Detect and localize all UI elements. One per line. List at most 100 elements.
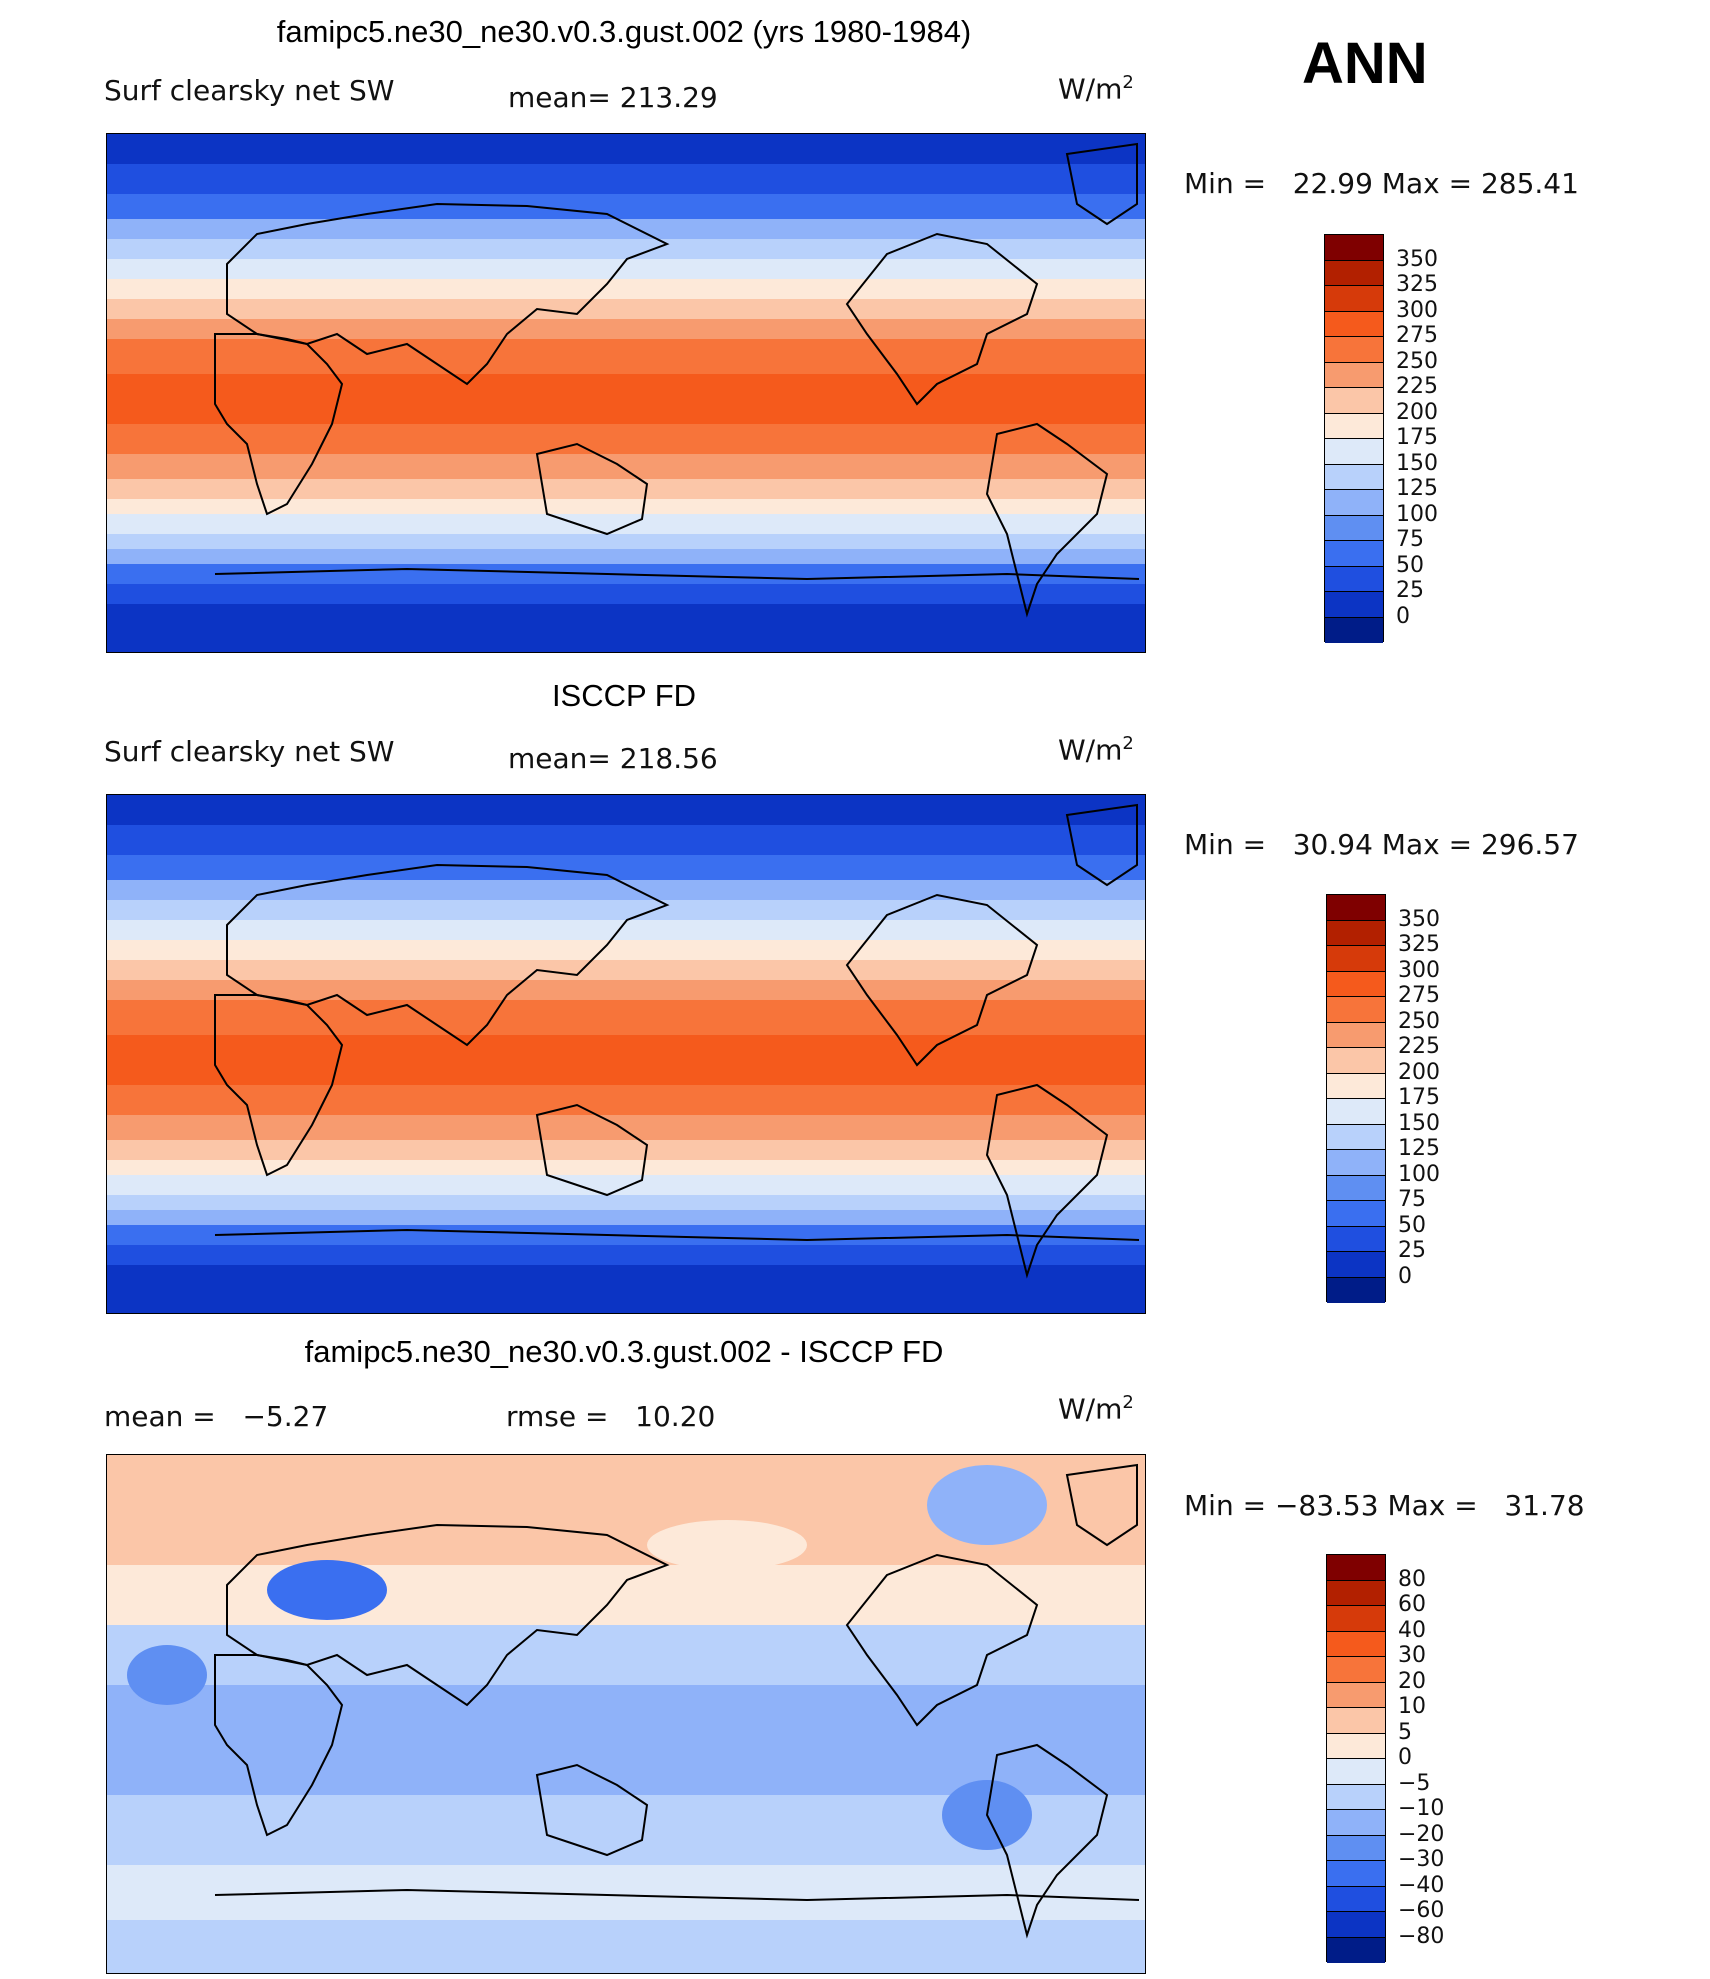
colorbar-swatch xyxy=(1327,1937,1385,1963)
colorbar-swatch xyxy=(1325,541,1383,567)
colorbar-swatch xyxy=(1325,490,1383,516)
colorbar-swatch xyxy=(1325,311,1383,337)
colorbar-swatch xyxy=(1327,1073,1385,1099)
colorbar-tick-label: 325 xyxy=(1396,272,1438,297)
panel1-variable-label: Surf clearsky net SW xyxy=(104,74,395,107)
colorbar-tick-label: 250 xyxy=(1398,1008,1440,1034)
colorbar-swatch xyxy=(1327,1835,1385,1861)
colorbar-tick-label: −60 xyxy=(1398,1898,1445,1923)
colorbar-swatch xyxy=(1325,362,1383,388)
colorbar-tick-label: 225 xyxy=(1398,1034,1440,1059)
colorbar-swatch xyxy=(1327,1226,1385,1252)
panel2-minmax: Min = 30.94 Max = 296.57 xyxy=(1184,828,1579,861)
panel3-mean-label: mean = −5.27 xyxy=(104,1400,329,1433)
colorbar-swatch xyxy=(1325,260,1383,286)
colorbar-tick-label: 0 xyxy=(1398,1263,1412,1289)
colorbar-swatch xyxy=(1327,1252,1385,1278)
colorbar-tick-label: 25 xyxy=(1398,1238,1426,1263)
panel3-colorbar xyxy=(1326,1554,1386,1963)
colorbar-swatch xyxy=(1327,1124,1385,1150)
colorbar-swatch xyxy=(1327,1277,1385,1303)
colorbar-tick-label: 225 xyxy=(1396,374,1438,399)
colorbar-tick-label: 50 xyxy=(1398,1212,1426,1238)
colorbar-tick-label: −30 xyxy=(1398,1847,1445,1872)
panel3-title: famipc5.ne30_ne30.v0.3.gust.002 - ISCCP … xyxy=(304,1334,944,1369)
colorbar-swatch xyxy=(1325,337,1383,363)
panel2-title: ISCCP FD xyxy=(551,678,697,713)
colorbar-swatch xyxy=(1327,1175,1385,1201)
colorbar-tick-label: 325 xyxy=(1398,932,1440,957)
colorbar-tick-label: 125 xyxy=(1398,1136,1440,1161)
colorbar-tick-label: 40 xyxy=(1398,1617,1426,1643)
colorbar-swatch xyxy=(1325,464,1383,490)
colorbar-tick-label: 350 xyxy=(1396,246,1438,272)
colorbar-tick-label: 275 xyxy=(1398,983,1440,1008)
colorbar-swatch xyxy=(1327,1886,1385,1912)
colorbar-tick-label: 200 xyxy=(1396,399,1438,425)
colorbar-tick-label: 175 xyxy=(1398,1085,1440,1110)
colorbar-tick-label: 75 xyxy=(1396,527,1424,552)
colorbar-swatch xyxy=(1327,1708,1385,1734)
colorbar-swatch xyxy=(1327,1733,1385,1759)
colorbar-swatch xyxy=(1327,1861,1385,1887)
panel3-units: W/m2 xyxy=(1058,1392,1134,1426)
colorbar-tick-label: −40 xyxy=(1398,1872,1445,1898)
panel3-minmax: Min = −83.53 Max = 31.78 xyxy=(1184,1489,1585,1522)
colorbar-swatch xyxy=(1327,1022,1385,1048)
panel1-minmax: Min = 22.99 Max = 285.41 xyxy=(1184,167,1579,200)
colorbar-tick-label: 20 xyxy=(1398,1668,1426,1694)
colorbar-swatch xyxy=(1327,1099,1385,1125)
colorbar-swatch xyxy=(1325,286,1383,312)
colorbar-tick-label: 200 xyxy=(1398,1059,1440,1085)
colorbar-tick-label: 50 xyxy=(1396,552,1424,578)
colorbar-tick-label: 60 xyxy=(1398,1592,1426,1617)
colorbar-tick-label: −80 xyxy=(1398,1923,1445,1949)
colorbar-swatch xyxy=(1327,997,1385,1023)
colorbar-tick-label: 150 xyxy=(1398,1110,1440,1136)
colorbar-swatch xyxy=(1327,1912,1385,1938)
colorbar-tick-label: 30 xyxy=(1398,1643,1426,1668)
colorbar-swatch xyxy=(1327,920,1385,946)
panel2-colorbar xyxy=(1326,894,1386,1303)
colorbar-swatch xyxy=(1325,388,1383,414)
panel2-mean-label: mean= 218.56 xyxy=(508,742,718,775)
colorbar-swatch xyxy=(1327,1682,1385,1708)
panel1-units: W/m2 xyxy=(1058,72,1134,106)
colorbar-swatch xyxy=(1327,895,1385,921)
colorbar-swatch xyxy=(1325,592,1383,618)
colorbar-swatch xyxy=(1327,1555,1385,1581)
panel1-colorbar xyxy=(1324,234,1384,643)
colorbar-swatch xyxy=(1327,1606,1385,1632)
colorbar-tick-label: 250 xyxy=(1396,348,1438,374)
season-label: ANN xyxy=(1302,31,1428,96)
colorbar-tick-label: 100 xyxy=(1398,1161,1440,1187)
colorbar-tick-label: −10 xyxy=(1398,1796,1445,1821)
colorbar-tick-label: 175 xyxy=(1396,425,1438,450)
colorbar-swatch xyxy=(1325,439,1383,465)
colorbar-tick-label: 350 xyxy=(1398,906,1440,932)
panel2-variable-label: Surf clearsky net SW xyxy=(104,735,395,768)
run-title: famipc5.ne30_ne30.v0.3.gust.002 (yrs 198… xyxy=(276,14,972,49)
panel1-map xyxy=(106,133,1146,653)
panel3-rmse-label: rmse = 10.20 xyxy=(506,1400,716,1433)
colorbar-swatch xyxy=(1325,235,1383,261)
colorbar-swatch xyxy=(1327,1759,1385,1785)
colorbar-swatch xyxy=(1327,1580,1385,1606)
colorbar-tick-label: 150 xyxy=(1396,450,1438,476)
colorbar-swatch xyxy=(1327,1657,1385,1683)
colorbar-tick-label: 10 xyxy=(1398,1694,1426,1719)
panel1-mean-label: mean= 213.29 xyxy=(508,81,718,114)
colorbar-swatch xyxy=(1327,946,1385,972)
colorbar-swatch xyxy=(1327,1631,1385,1657)
colorbar-tick-label: 25 xyxy=(1396,578,1424,603)
colorbar-tick-label: 100 xyxy=(1396,501,1438,527)
panel2-units: W/m2 xyxy=(1058,733,1134,767)
panel3-map xyxy=(106,1454,1146,1974)
colorbar-tick-label: 75 xyxy=(1398,1187,1426,1212)
colorbar-swatch xyxy=(1325,566,1383,592)
colorbar-swatch xyxy=(1327,1150,1385,1176)
colorbar-swatch xyxy=(1327,1201,1385,1227)
colorbar-tick-label: −5 xyxy=(1398,1770,1431,1796)
colorbar-swatch xyxy=(1325,413,1383,439)
colorbar-tick-label: 0 xyxy=(1396,603,1410,629)
